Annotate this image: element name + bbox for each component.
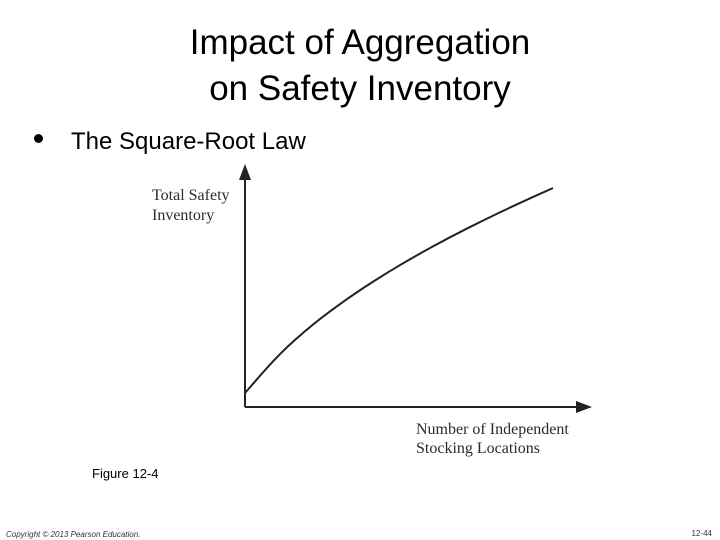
title-line-1: Impact of Aggregation (189, 23, 531, 62)
safety-inventory-curve (244, 187, 554, 394)
y-axis-label-line-1: Total Safety (152, 187, 230, 204)
page-number: 12-44 (691, 529, 712, 538)
bullet-text: The Square-Root Law (71, 128, 306, 155)
series-layer (244, 187, 554, 394)
bullet-item: The Square-Root Law (34, 128, 306, 156)
x-axis-label-line-2: Stocking Locations (416, 440, 540, 457)
title-line-2: on Safety Inventory (209, 69, 511, 108)
x-axis-label-line-1: Number of Independent (416, 421, 569, 438)
chart-axes (239, 164, 592, 413)
y-axis-arrow-icon (239, 164, 251, 180)
bullet-dot-icon (34, 133, 43, 143)
figure-caption: Figure 12-4 (92, 466, 159, 481)
slide-title: Impact of Aggregation on Safety Inventor… (60, 20, 660, 112)
copyright-notice: Copyright © 2013 Pearson Education. (6, 530, 141, 539)
x-axis-arrow-icon (576, 401, 592, 413)
y-axis-label-line-2: Inventory (152, 207, 214, 224)
